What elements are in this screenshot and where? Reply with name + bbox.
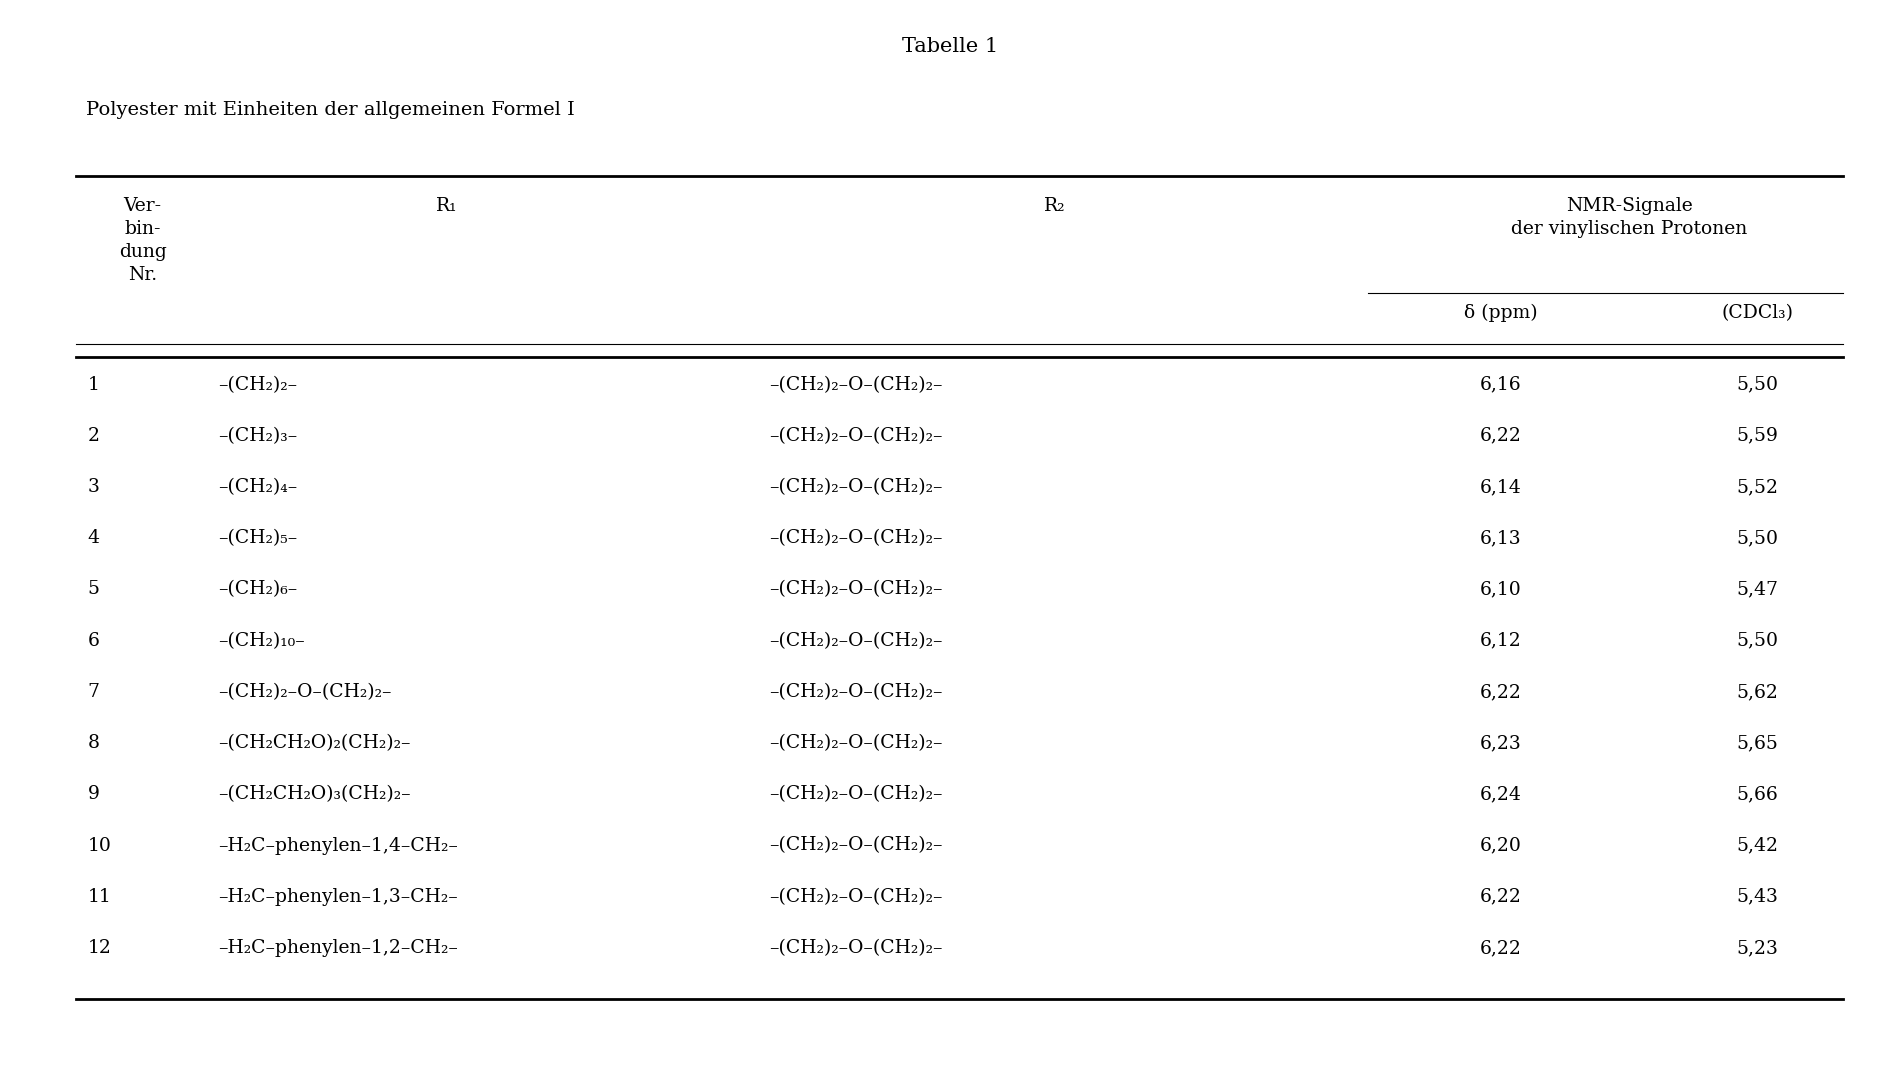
Text: –(CH₂)₂–O–(CH₂)₂–: –(CH₂)₂–O–(CH₂)₂– — [770, 632, 942, 650]
Text: 5,50: 5,50 — [1737, 529, 1778, 547]
Text: 6,20: 6,20 — [1480, 837, 1522, 855]
Text: 5,23: 5,23 — [1737, 939, 1778, 957]
Text: NMR-Signale
der vinylischen Protonen: NMR-Signale der vinylischen Protonen — [1510, 197, 1748, 238]
Text: –(CH₂)₂–O–(CH₂)₂–: –(CH₂)₂–O–(CH₂)₂– — [770, 888, 942, 906]
Text: –H₂C–phenylen–1,3–CH₂–: –H₂C–phenylen–1,3–CH₂– — [218, 888, 458, 906]
Text: 11: 11 — [87, 888, 110, 906]
Text: Polyester mit Einheiten der allgemeinen Formel I: Polyester mit Einheiten der allgemeinen … — [86, 101, 574, 120]
Text: 6,14: 6,14 — [1480, 478, 1522, 496]
Text: 5,52: 5,52 — [1737, 478, 1778, 496]
Text: 5,43: 5,43 — [1737, 888, 1778, 906]
Text: 6,22: 6,22 — [1480, 888, 1522, 906]
Text: 12: 12 — [87, 939, 112, 957]
Text: 6,12: 6,12 — [1480, 632, 1522, 650]
Text: 5,65: 5,65 — [1737, 734, 1778, 752]
Text: 5,47: 5,47 — [1737, 580, 1778, 599]
Text: –(CH₂)₂–: –(CH₂)₂– — [218, 376, 298, 394]
Text: 7: 7 — [87, 683, 99, 701]
Text: 6,23: 6,23 — [1480, 734, 1522, 752]
Text: –H₂C–phenylen–1,4–CH₂–: –H₂C–phenylen–1,4–CH₂– — [218, 837, 458, 855]
Text: (CDCl₃): (CDCl₃) — [1721, 304, 1794, 322]
Text: –(CH₂)₂–O–(CH₂)₂–: –(CH₂)₂–O–(CH₂)₂– — [770, 734, 942, 752]
Text: 6,22: 6,22 — [1480, 683, 1522, 701]
Text: 5,62: 5,62 — [1737, 683, 1778, 701]
Text: 6,22: 6,22 — [1480, 939, 1522, 957]
Text: –(CH₂)₂–O–(CH₂)₂–: –(CH₂)₂–O–(CH₂)₂– — [770, 939, 942, 957]
Text: –(CH₂)₂–O–(CH₂)₂–: –(CH₂)₂–O–(CH₂)₂– — [770, 478, 942, 496]
Text: 4: 4 — [87, 529, 99, 547]
Text: R₂: R₂ — [1043, 197, 1066, 216]
Text: –(CH₂)₂–O–(CH₂)₂–: –(CH₂)₂–O–(CH₂)₂– — [770, 376, 942, 394]
Text: 6,16: 6,16 — [1480, 376, 1522, 394]
Text: 1: 1 — [87, 376, 99, 394]
Text: Tabelle 1: Tabelle 1 — [902, 37, 998, 57]
Text: –(CH₂)₃–: –(CH₂)₃– — [218, 427, 298, 445]
Text: 5,42: 5,42 — [1737, 837, 1778, 855]
Text: 10: 10 — [87, 837, 112, 855]
Text: 5,66: 5,66 — [1737, 785, 1778, 803]
Text: –(CH₂)₂–O–(CH₂)₂–: –(CH₂)₂–O–(CH₂)₂– — [770, 785, 942, 803]
Text: –(CH₂)₁₀–: –(CH₂)₁₀– — [218, 632, 306, 650]
Text: 6,24: 6,24 — [1480, 785, 1522, 803]
Text: –(CH₂)₂–O–(CH₂)₂–: –(CH₂)₂–O–(CH₂)₂– — [770, 580, 942, 599]
Text: 5,59: 5,59 — [1737, 427, 1778, 445]
Text: 5: 5 — [87, 580, 99, 599]
Text: 3: 3 — [87, 478, 99, 496]
Text: –(CH₂)₆–: –(CH₂)₆– — [218, 580, 298, 599]
Text: –(CH₂)₂–O–(CH₂)₂–: –(CH₂)₂–O–(CH₂)₂– — [770, 529, 942, 547]
Text: 5,50: 5,50 — [1737, 632, 1778, 650]
Text: –(CH₂CH₂O)₃(CH₂)₂–: –(CH₂CH₂O)₃(CH₂)₂– — [218, 785, 410, 803]
Text: R₁: R₁ — [435, 197, 458, 216]
Text: 6,10: 6,10 — [1480, 580, 1522, 599]
Text: 8: 8 — [87, 734, 99, 752]
Text: 6,13: 6,13 — [1480, 529, 1522, 547]
Text: –(CH₂)₄–: –(CH₂)₄– — [218, 478, 298, 496]
Text: –(CH₂)₂–O–(CH₂)₂–: –(CH₂)₂–O–(CH₂)₂– — [770, 683, 942, 701]
Text: –H₂C–phenylen–1,2–CH₂–: –H₂C–phenylen–1,2–CH₂– — [218, 939, 458, 957]
Text: –(CH₂CH₂O)₂(CH₂)₂–: –(CH₂CH₂O)₂(CH₂)₂– — [218, 734, 410, 752]
Text: 2: 2 — [87, 427, 99, 445]
Text: Ver-
bin-
dung
Nr.: Ver- bin- dung Nr. — [118, 197, 167, 284]
Text: –(CH₂)₅–: –(CH₂)₅– — [218, 529, 298, 547]
Text: –(CH₂)₂–O–(CH₂)₂–: –(CH₂)₂–O–(CH₂)₂– — [770, 427, 942, 445]
Text: 5,50: 5,50 — [1737, 376, 1778, 394]
Text: 6,22: 6,22 — [1480, 427, 1522, 445]
Text: 6: 6 — [87, 632, 99, 650]
Text: –(CH₂)₂–O–(CH₂)₂–: –(CH₂)₂–O–(CH₂)₂– — [770, 837, 942, 855]
Text: –(CH₂)₂–O–(CH₂)₂–: –(CH₂)₂–O–(CH₂)₂– — [218, 683, 391, 701]
Text: 9: 9 — [87, 785, 99, 803]
Text: δ (ppm): δ (ppm) — [1465, 304, 1537, 322]
